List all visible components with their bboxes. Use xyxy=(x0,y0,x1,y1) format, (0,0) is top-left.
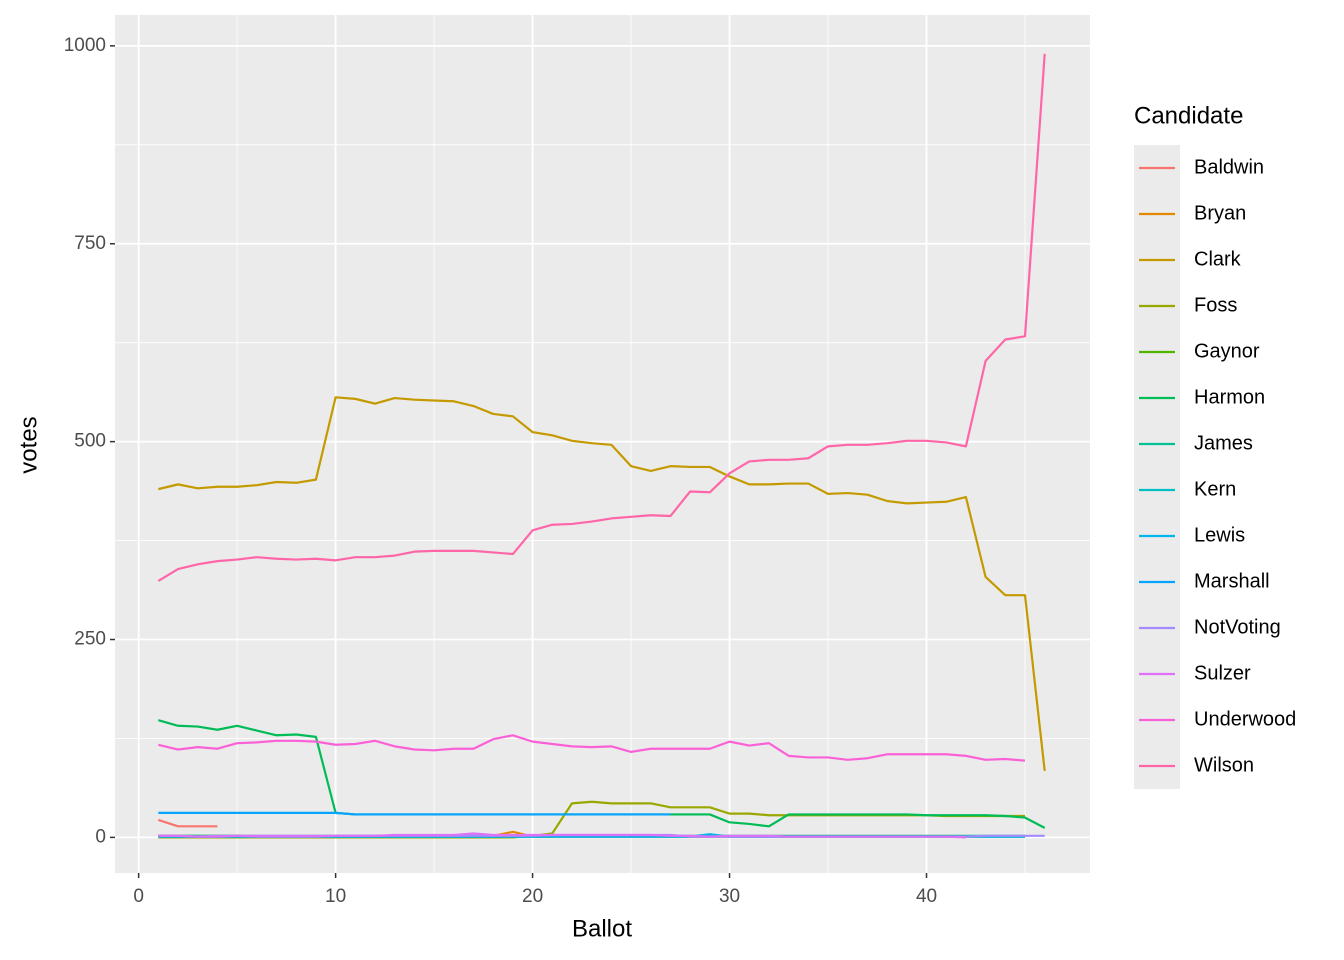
x-tick-label: 10 xyxy=(325,886,346,907)
legend-label: Lewis xyxy=(1194,524,1245,546)
series-line xyxy=(158,811,671,816)
series-line xyxy=(157,53,1046,582)
x-tick-label: 20 xyxy=(522,886,543,907)
y-axis-title: votes xyxy=(15,416,42,473)
x-tick-label: 40 xyxy=(916,886,937,907)
legend-label: James xyxy=(1194,432,1253,454)
legend-label: Sulzer xyxy=(1194,662,1251,684)
series-line xyxy=(158,832,966,839)
y-tick-label: 0 xyxy=(95,826,106,847)
legend-label: Clark xyxy=(1194,248,1242,270)
legend-title: Candidate xyxy=(1134,102,1243,129)
legend-label: Wilson xyxy=(1194,754,1254,776)
series-line xyxy=(158,396,1046,772)
y-tick-label: 1000 xyxy=(64,35,106,56)
series-line xyxy=(158,734,1026,762)
legend-label: Foss xyxy=(1194,294,1237,316)
legend-label: Baldwin xyxy=(1194,156,1264,178)
legend-label: Gaynor xyxy=(1194,340,1260,362)
x-axis-title: Ballot xyxy=(572,915,632,942)
legend-label: NotVoting xyxy=(1194,616,1281,638)
legend-label: Marshall xyxy=(1194,570,1270,592)
legend: Candidate Baldwin Bryan Clark Foss Gaynor Harm… xyxy=(1134,102,1296,789)
series-line xyxy=(157,818,218,828)
y-tick-label: 500 xyxy=(74,431,106,452)
legend-label: Harmon xyxy=(1194,386,1265,408)
legend-label: Underwood xyxy=(1194,708,1296,730)
x-tick-label: 30 xyxy=(719,886,740,907)
legend-label: Bryan xyxy=(1194,202,1246,224)
legend-label: Kern xyxy=(1194,478,1236,500)
y-tick-label: 250 xyxy=(74,629,106,650)
y-tick-label: 750 xyxy=(74,233,106,254)
lines xyxy=(157,53,1046,839)
legend-key-background xyxy=(1134,145,1180,789)
x-tick-label: 0 xyxy=(133,886,144,907)
